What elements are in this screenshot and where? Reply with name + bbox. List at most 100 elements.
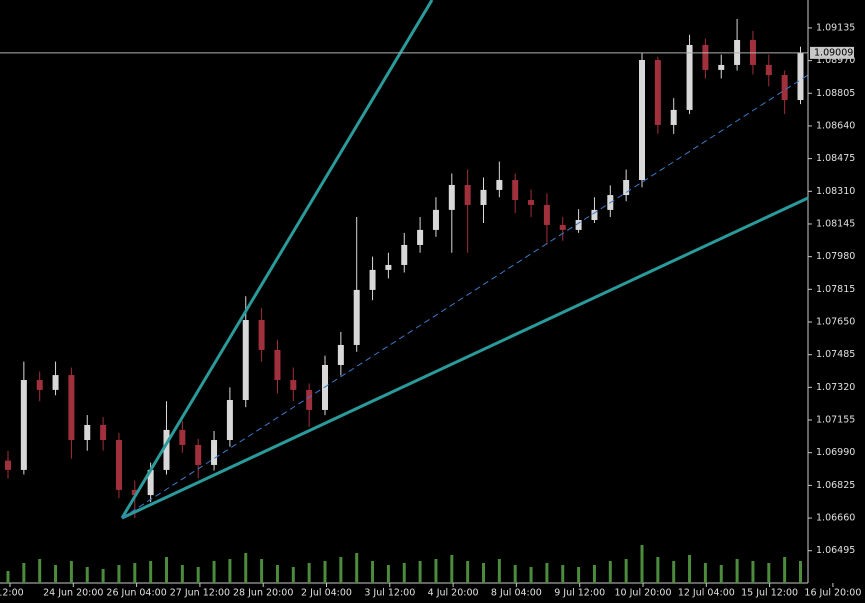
y-tick-label: 1.06825 xyxy=(816,480,855,491)
candle-body xyxy=(718,64,725,70)
y-tick-label: 1.08475 xyxy=(816,153,855,164)
volume-bar xyxy=(165,557,168,583)
candle-body xyxy=(242,320,249,401)
volume-bar xyxy=(260,559,264,583)
candle-body xyxy=(211,440,218,465)
volume-bar xyxy=(450,555,454,583)
candle-body xyxy=(385,264,392,270)
x-tick-label: 16 Jul 20:00 xyxy=(804,588,861,599)
y-tick-label: 1.07650 xyxy=(816,316,855,327)
volume-bar xyxy=(133,563,137,583)
candle-body xyxy=(100,424,107,441)
x-tick-label: 15 Jul 12:00 xyxy=(741,588,798,599)
volume-bar xyxy=(624,559,628,583)
candle-body xyxy=(274,349,281,381)
candle-body xyxy=(195,444,202,465)
candle-body xyxy=(369,269,376,290)
volume-bar xyxy=(6,571,10,583)
volume-bar xyxy=(149,561,153,583)
volume-bar xyxy=(561,565,565,583)
volume-bar xyxy=(402,563,406,583)
volume-bar xyxy=(101,569,105,583)
candle-body xyxy=(575,220,582,230)
candle-body xyxy=(84,424,91,441)
volume-bar xyxy=(196,567,200,583)
volume-bar xyxy=(735,559,739,583)
candle-body xyxy=(781,75,788,101)
volume-bar xyxy=(371,561,375,583)
candle-body xyxy=(401,244,408,265)
candle-body xyxy=(20,380,27,470)
candle-body xyxy=(52,375,59,390)
candle-body xyxy=(797,52,804,101)
candle-body xyxy=(512,180,519,201)
y-tick-label: 1.07980 xyxy=(816,251,855,262)
y-tick-label: 1.08640 xyxy=(816,120,855,131)
y-tick-label: 1.06990 xyxy=(816,447,855,458)
candle-body xyxy=(448,184,455,210)
current-price-box xyxy=(810,46,854,59)
candle-body xyxy=(147,469,154,496)
candle-body xyxy=(480,189,487,205)
volume-bar xyxy=(783,557,787,583)
volume-bar xyxy=(482,563,485,583)
y-tick-label: 1.07155 xyxy=(816,415,855,426)
volume-bar xyxy=(22,563,26,583)
volume-bar xyxy=(212,561,216,583)
plot xyxy=(5,19,804,583)
x-tick-label: 4 Jul 20:00 xyxy=(428,588,479,599)
x-tick-label: 26 Jun 04:00 xyxy=(106,588,166,599)
candle-body xyxy=(702,44,709,70)
x-tick-label: 24 Jun 20:00 xyxy=(43,588,103,599)
volume-bar xyxy=(38,559,42,583)
x-tick-label: 27 Jun 12:00 xyxy=(170,588,230,599)
volume-bar xyxy=(672,561,676,583)
candle-body xyxy=(337,344,344,365)
volume-bar xyxy=(355,553,359,583)
x-tick-label: 28 Jun 20:00 xyxy=(233,588,293,599)
candle-body xyxy=(623,180,630,196)
candle-body xyxy=(591,209,598,221)
volume-bar xyxy=(228,559,232,583)
volume-bar xyxy=(291,567,295,583)
y-tick-label: 1.08805 xyxy=(816,88,855,99)
volume-bar xyxy=(751,561,755,583)
candle-body xyxy=(543,204,550,225)
volume-bar xyxy=(323,561,327,583)
volume-bar xyxy=(577,567,581,583)
candle-body xyxy=(290,380,297,390)
volume-bar xyxy=(180,565,184,583)
candle-body xyxy=(226,400,233,441)
candle-body xyxy=(639,60,645,181)
x-tick-label: 10 Jul 20:00 xyxy=(615,588,672,599)
candle-body xyxy=(36,380,43,390)
y-tick-label: 1.08970 xyxy=(816,55,855,66)
candle-body xyxy=(68,375,75,441)
volume-bar xyxy=(799,561,802,583)
x-tick-label: 12:00 xyxy=(0,588,24,599)
candle-body xyxy=(528,200,535,205)
candle-body xyxy=(258,320,265,350)
volume-bar xyxy=(54,565,58,583)
candle-body xyxy=(417,229,424,245)
candle-body xyxy=(432,209,439,230)
x-tick-label: 8 Jul 04:00 xyxy=(491,588,542,599)
x-tick-label: 9 Jul 12:00 xyxy=(554,588,605,599)
volume-bar xyxy=(497,559,501,583)
volume-bar xyxy=(513,565,517,583)
y-tick-label: 1.09135 xyxy=(816,22,855,33)
volume-bar xyxy=(244,553,248,583)
y-tick-label: 1.08310 xyxy=(816,186,855,197)
candle-body xyxy=(163,429,170,470)
trend-line xyxy=(120,0,434,519)
trend-line xyxy=(121,74,809,519)
volume-bar xyxy=(640,545,644,583)
candle-body xyxy=(464,184,471,205)
volume-bar xyxy=(466,561,470,583)
trend-line xyxy=(121,196,809,520)
volume-bar xyxy=(418,561,422,583)
volume-bar xyxy=(386,565,390,583)
volume-bar xyxy=(69,561,73,583)
